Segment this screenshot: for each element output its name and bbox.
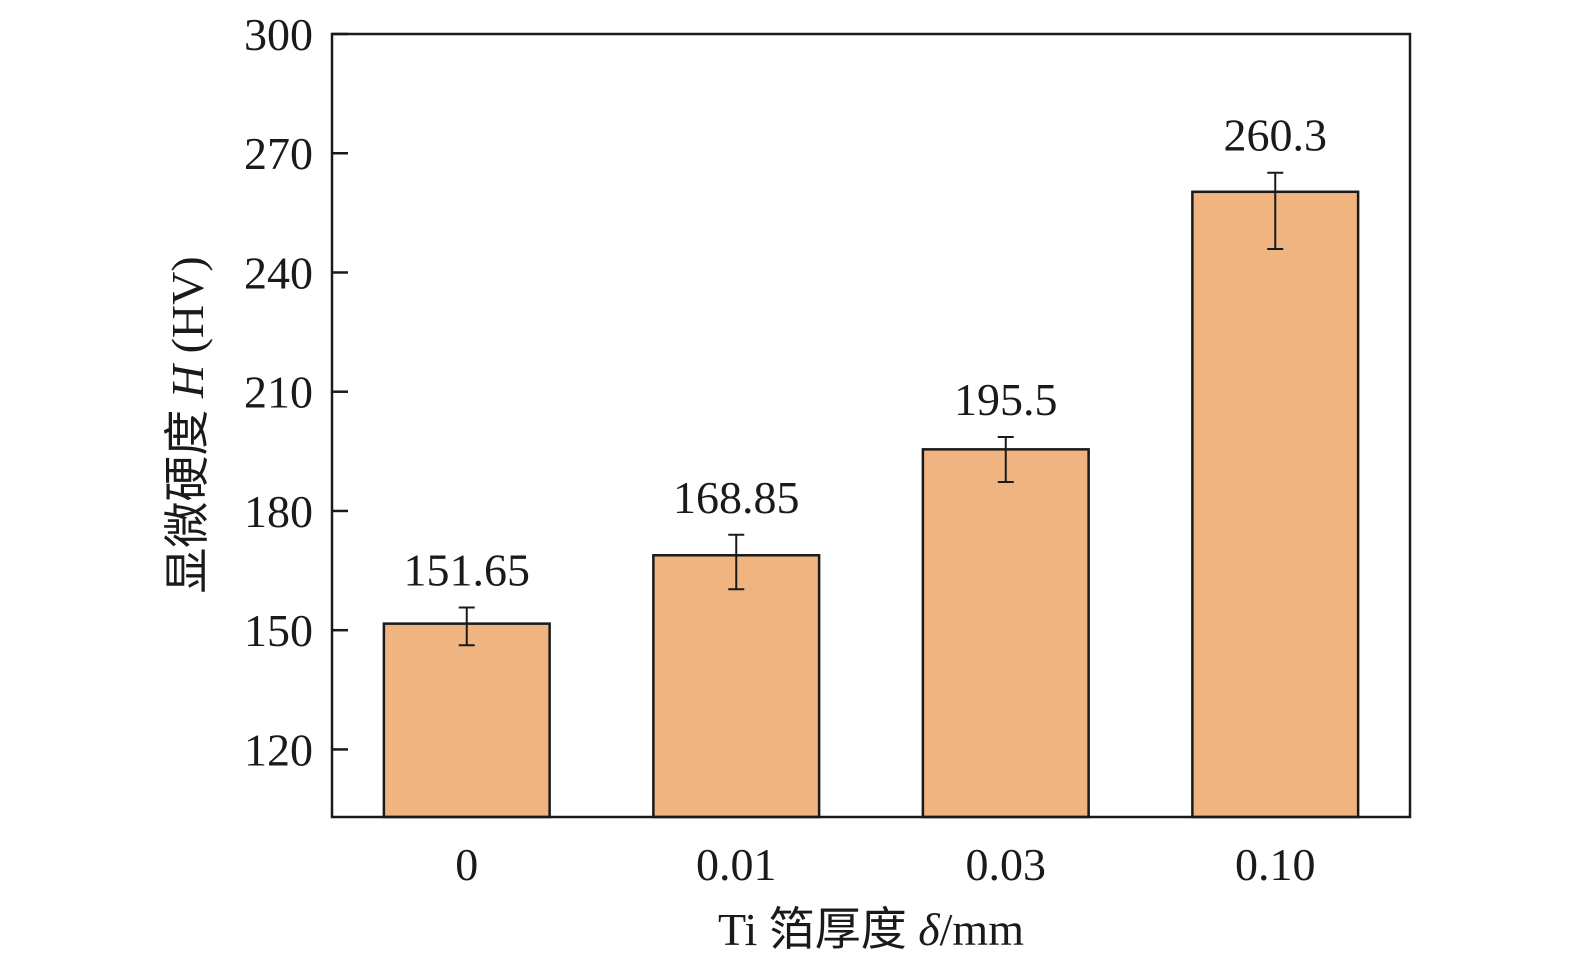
- y-tick-label-1: 150: [244, 605, 313, 656]
- x-tick-label-3: 0.10: [1235, 839, 1316, 890]
- y-tick-label-2: 180: [244, 486, 313, 537]
- data-label-3: 260.3: [1224, 110, 1328, 161]
- x-axis-label: Ti 箔厚度 δ/mm: [718, 904, 1024, 955]
- y-axis: 120 150 180 210 240 270 300: [244, 9, 348, 775]
- y-tick-label-6: 300: [244, 9, 313, 60]
- bar-2: [921, 448, 1090, 819]
- x-tick-label-0: 0: [455, 839, 478, 890]
- x-axis: 0 0.01 0.03 0.10: [455, 839, 1315, 890]
- bars-layer: [382, 190, 1360, 819]
- bar-0: [382, 622, 551, 819]
- data-label-2: 195.5: [954, 374, 1058, 425]
- y-tick-label-5: 270: [244, 128, 313, 179]
- error-bars-layer: [458, 171, 1284, 647]
- y-tick-label-0: 120: [244, 724, 313, 775]
- plot-frame: [330, 32, 1412, 819]
- y-tick-label-4: 240: [244, 247, 313, 298]
- x-tick-label-1: 0.01: [696, 839, 777, 890]
- data-labels-layer: 151.65 168.85 195.5 260.3: [404, 110, 1328, 596]
- bar-3: [1191, 190, 1360, 819]
- bar-1: [652, 554, 821, 819]
- y-tick-label-3: 210: [244, 367, 313, 418]
- data-label-1: 168.85: [673, 472, 800, 523]
- x-tick-label-2: 0.03: [966, 839, 1047, 890]
- data-label-0: 151.65: [404, 545, 531, 596]
- y-axis-label: 显微硬度 H (HV): [162, 256, 213, 593]
